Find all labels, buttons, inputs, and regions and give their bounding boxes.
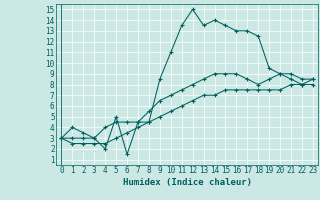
X-axis label: Humidex (Indice chaleur): Humidex (Indice chaleur) bbox=[123, 178, 252, 187]
